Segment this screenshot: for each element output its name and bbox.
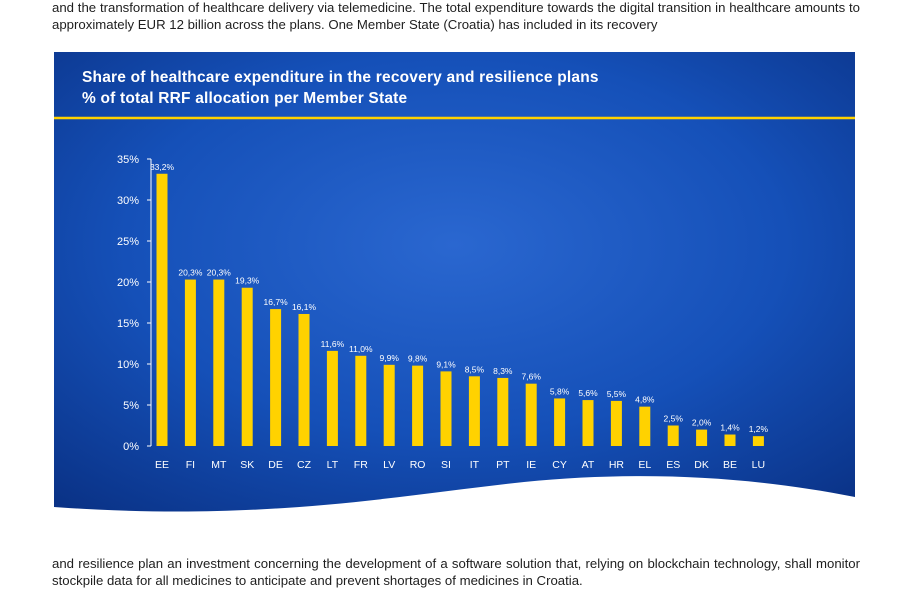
x-tick-label: CZ bbox=[297, 459, 312, 471]
data-label: 1,2% bbox=[749, 424, 769, 434]
data-label: 5,6% bbox=[578, 388, 598, 398]
x-tick-label: LV bbox=[383, 459, 395, 471]
x-tick-label: EE bbox=[155, 459, 169, 471]
bar-es bbox=[667, 425, 679, 446]
bar-ro bbox=[412, 365, 424, 446]
x-tick-label: SK bbox=[240, 459, 254, 471]
data-label: 11,0% bbox=[349, 344, 373, 354]
x-tick-label: CY bbox=[552, 459, 567, 471]
bar-fi bbox=[184, 279, 196, 446]
data-label: 9,9% bbox=[380, 353, 400, 363]
data-label: 11,6% bbox=[321, 339, 345, 349]
bar-ee bbox=[156, 173, 168, 446]
chart-subtitle: % of total RRF allocation per Member Sta… bbox=[82, 90, 408, 107]
data-label: 8,3% bbox=[493, 366, 513, 376]
y-tick-label: 30% bbox=[117, 195, 139, 207]
bar-sk bbox=[241, 287, 253, 446]
y-tick-label: 20% bbox=[117, 277, 139, 289]
data-label: 2,5% bbox=[664, 414, 684, 424]
data-label: 5,5% bbox=[607, 389, 627, 399]
bar-el bbox=[639, 406, 651, 446]
x-tick-label: LU bbox=[752, 459, 765, 471]
data-label: 1,4% bbox=[720, 423, 740, 433]
data-label: 2,0% bbox=[692, 418, 712, 428]
data-label: 9,8% bbox=[408, 354, 428, 364]
bar-be bbox=[724, 434, 736, 446]
y-tick-label: 5% bbox=[123, 400, 139, 412]
bar-de bbox=[270, 309, 282, 446]
data-label: 5,8% bbox=[550, 386, 570, 396]
x-tick-label: IT bbox=[470, 459, 480, 471]
x-tick-label: PT bbox=[496, 459, 510, 471]
y-tick-label: 15% bbox=[117, 318, 139, 330]
bar-lt bbox=[326, 350, 338, 446]
data-label: 16,7% bbox=[264, 297, 289, 307]
data-label: 19,3% bbox=[235, 276, 260, 286]
x-tick-label: DE bbox=[268, 459, 283, 471]
x-tick-label: ES bbox=[666, 459, 680, 471]
chart-svg: 0% 5% 10% 15% 20% 25% 30% 35% 33,2% EE 20,3% FI 20,… bbox=[54, 52, 855, 512]
x-tick-label: RO bbox=[410, 459, 426, 471]
data-label: 20,3% bbox=[178, 268, 203, 278]
y-tick-label: 25% bbox=[117, 236, 139, 248]
bar-mt bbox=[213, 279, 225, 446]
x-tick-label: FR bbox=[354, 459, 368, 471]
x-tick-label: SI bbox=[441, 459, 451, 471]
bar-cy bbox=[554, 398, 566, 446]
y-tick-label: 35% bbox=[117, 154, 139, 166]
x-tick-label: HR bbox=[609, 459, 625, 471]
data-label: 9,1% bbox=[436, 359, 456, 369]
bar-si bbox=[440, 371, 452, 446]
x-tick-label: EL bbox=[638, 459, 651, 471]
x-tick-label: LT bbox=[327, 459, 339, 471]
y-tick-label: 10% bbox=[117, 359, 139, 371]
x-tick-label: IE bbox=[526, 459, 536, 471]
chart-panel: 0% 5% 10% 15% 20% 25% 30% 35% 33,2% EE 20,3% FI 20,… bbox=[54, 52, 855, 514]
x-tick-label: FI bbox=[186, 459, 195, 471]
bar-at bbox=[582, 400, 594, 446]
x-tick-label: MT bbox=[211, 459, 227, 471]
bar-it bbox=[468, 376, 480, 446]
data-label: 7,6% bbox=[522, 372, 542, 382]
y-tick-label: 0% bbox=[123, 441, 139, 453]
x-tick-label: AT bbox=[582, 459, 595, 471]
data-label: 20,3% bbox=[207, 268, 232, 278]
x-tick-label: BE bbox=[723, 459, 737, 471]
chart-title: Share of healthcare expenditure in the r… bbox=[82, 69, 599, 86]
bar-dk bbox=[696, 429, 708, 446]
data-label: 33,2% bbox=[150, 162, 175, 172]
bar-lu bbox=[752, 436, 764, 446]
data-label: 16,1% bbox=[292, 302, 317, 312]
paragraph-before-chart: and the transformation of healthcare del… bbox=[52, 0, 860, 32]
data-label: 4,8% bbox=[635, 395, 655, 405]
bar-pt bbox=[497, 377, 509, 446]
data-label: 8,5% bbox=[465, 364, 485, 374]
bar-cz bbox=[298, 313, 310, 446]
bar-ie bbox=[525, 383, 537, 446]
bar-fr bbox=[355, 355, 367, 446]
x-tick-label: DK bbox=[694, 459, 709, 471]
paragraph-after-chart: and resilience plan an investment concer… bbox=[52, 556, 860, 588]
bar-lv bbox=[383, 364, 395, 446]
bar-hr bbox=[610, 400, 622, 446]
panel-background bbox=[54, 52, 855, 512]
